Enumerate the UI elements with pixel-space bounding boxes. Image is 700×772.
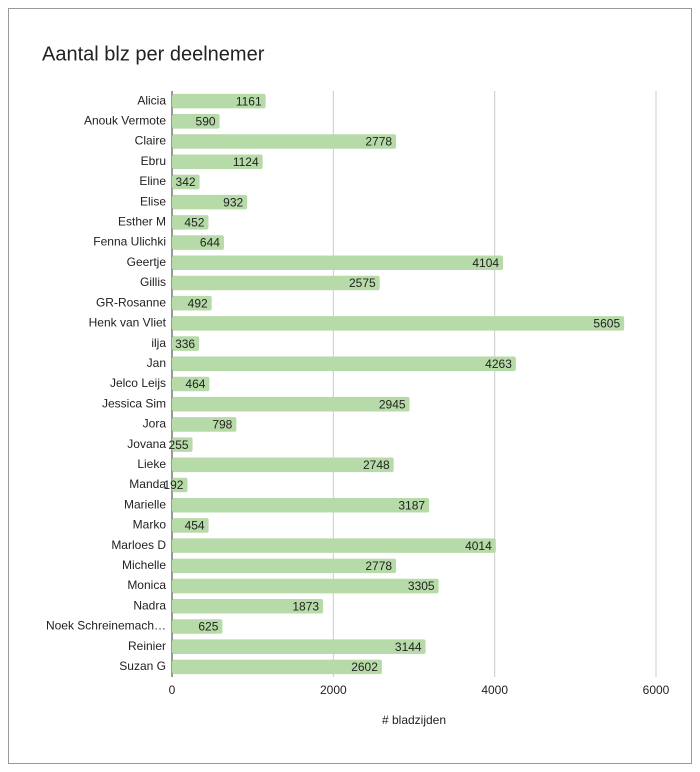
data-label: 4263	[485, 357, 512, 371]
bar	[172, 619, 223, 634]
y-tick-label: Eline	[139, 174, 166, 188]
y-tick-label: Marielle	[124, 497, 166, 511]
bar	[172, 134, 397, 149]
bar	[172, 518, 209, 533]
y-tick-label: Anouk Vermote	[84, 113, 166, 127]
y-tick-label: Manda	[129, 477, 166, 491]
bar	[172, 215, 209, 230]
data-label: 590	[196, 114, 216, 128]
y-tick-label: Monica	[127, 578, 166, 592]
bar	[172, 356, 516, 372]
y-tick-label: Jelco Leijs	[110, 376, 166, 390]
bar	[172, 336, 200, 351]
data-label: 1161	[236, 94, 262, 108]
bar	[172, 639, 426, 654]
x-tick-label: 0	[169, 683, 176, 697]
bar	[172, 194, 248, 210]
x-tick-label: 6000	[643, 683, 670, 697]
y-tick-label: Henk van Vliet	[89, 316, 167, 330]
bar	[172, 558, 397, 574]
y-tick-label: GR-Rosanne	[96, 295, 166, 309]
y-tick-label: Gillis	[140, 275, 166, 289]
data-label: 255	[169, 438, 189, 452]
data-label: 5605	[593, 317, 620, 331]
y-tick-label: Jan	[147, 356, 166, 370]
y-tick-label: Jora	[143, 417, 167, 431]
bar	[172, 437, 193, 452]
bar	[172, 417, 237, 432]
data-label: 2748	[363, 458, 390, 472]
bar	[172, 235, 224, 250]
y-tick-label: Elise	[140, 194, 166, 208]
data-label: 452	[184, 216, 204, 230]
bar	[172, 376, 210, 392]
bar	[172, 497, 430, 513]
bar	[172, 154, 263, 169]
y-tick-label: Nadra	[133, 598, 166, 612]
data-label: 1873	[292, 599, 319, 613]
y-tick-label: Fenna Ulichki	[93, 235, 166, 249]
y-tick-label: Michelle	[122, 558, 166, 572]
bar	[172, 93, 266, 109]
y-tick-label: ilja	[151, 336, 166, 350]
data-label: 336	[175, 337, 195, 351]
bar	[172, 114, 220, 129]
data-label: 3305	[408, 579, 435, 593]
y-tick-label: Geertje	[127, 255, 167, 269]
y-tick-label: Suzan G	[119, 659, 166, 673]
data-label: 625	[198, 620, 218, 634]
bar	[172, 659, 382, 675]
y-tick-label: Lieke	[137, 457, 166, 471]
chart-title: Aantal blz per deelnemer	[42, 43, 265, 65]
x-tick-label: 2000	[320, 683, 347, 697]
data-label: 342	[176, 175, 196, 189]
data-label: 1124	[233, 155, 259, 169]
data-label: 2778	[365, 559, 392, 573]
data-label: 2778	[365, 135, 392, 149]
y-tick-label: Ebru	[141, 154, 166, 168]
data-label: 3144	[395, 640, 422, 654]
y-tick-label: Marko	[133, 518, 167, 532]
data-label: 3187	[398, 498, 425, 512]
data-label: 2945	[379, 397, 406, 411]
y-tick-label: Marloes D	[111, 538, 166, 552]
data-label: 4014	[465, 539, 492, 553]
bar	[172, 275, 380, 291]
data-label: 798	[212, 418, 232, 432]
bar	[172, 174, 200, 190]
data-label: 492	[188, 296, 208, 310]
y-tick-label: Reinier	[128, 639, 166, 653]
data-label: 644	[200, 236, 220, 250]
bar	[172, 396, 410, 412]
y-tick-label: Jovana	[127, 437, 166, 451]
bar	[172, 477, 188, 493]
bar	[172, 255, 504, 271]
data-label: 2575	[349, 276, 376, 290]
bar	[172, 538, 496, 553]
bar	[172, 457, 394, 473]
bar	[172, 599, 324, 614]
y-tick-label: Esther M	[118, 215, 166, 229]
y-tick-label: Noek Schreinemach…	[46, 619, 166, 633]
y-tick-label: Jessica Sim	[102, 396, 166, 410]
y-tick-label: Claire	[135, 134, 167, 148]
data-label: 932	[223, 195, 243, 209]
data-label: 192	[163, 478, 183, 492]
bar	[172, 316, 625, 331]
bar	[172, 295, 212, 311]
data-label: 454	[185, 519, 205, 533]
x-axis-title: # bladzijden	[382, 713, 446, 727]
data-label: 464	[185, 377, 205, 391]
x-tick-label: 4000	[481, 683, 508, 697]
data-label: 4104	[472, 256, 499, 270]
y-tick-label: Alicia	[137, 93, 166, 107]
bar	[172, 578, 439, 594]
data-label: 2602	[351, 660, 378, 674]
